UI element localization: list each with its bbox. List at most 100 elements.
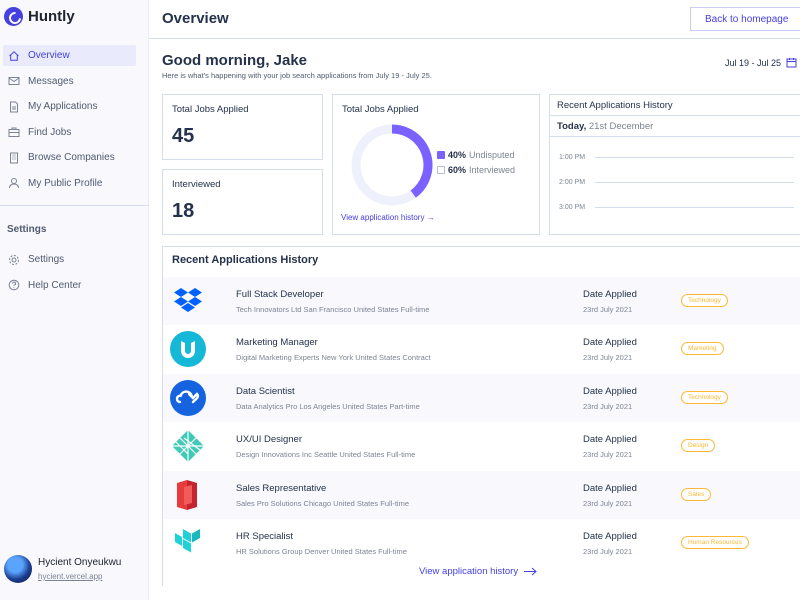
legend-swatch	[437, 166, 445, 174]
nav-label: Browse Companies	[28, 152, 115, 163]
category-tag: Sales	[681, 488, 712, 501]
nav-item-overview[interactable]: Overview	[3, 45, 136, 66]
category-tag: Technology	[681, 294, 728, 307]
dropbox-logo-icon	[170, 283, 206, 319]
nav-item-settings[interactable]: Settings	[3, 249, 136, 270]
cloud-link-logo-icon	[170, 380, 206, 416]
sidebar: Huntly Overview Messages My Applications…	[0, 0, 149, 600]
link-text: View application history	[419, 566, 519, 577]
history-panel: Recent Applications History Today, 21st …	[549, 94, 800, 235]
nav-item-find-jobs[interactable]: Find Jobs	[3, 122, 136, 143]
terraform-logo-icon	[170, 525, 206, 561]
category-tag: Human Resources	[681, 536, 749, 549]
table-row[interactable]: Data Scientist Data Analytics Pro Los An…	[163, 374, 800, 422]
time-label: 2:00 PM	[559, 179, 586, 186]
job-title: Sales Representative	[236, 483, 327, 494]
brand[interactable]: Huntly	[4, 7, 75, 26]
donut-chart	[351, 124, 433, 206]
time-slot: 2:00 PM	[559, 179, 794, 186]
date-value: 23rd July 2021	[583, 402, 633, 411]
building-icon	[10, 152, 18, 163]
donut-slice-interviewed	[351, 124, 416, 206]
profile-link[interactable]: hycient.vercel.app	[38, 572, 103, 581]
red-flag-logo-icon	[170, 477, 206, 513]
back-to-homepage-button[interactable]: Back to homepage	[690, 7, 800, 31]
nav-item-messages[interactable]: Messages	[3, 71, 136, 92]
stat-label: Interviewed	[172, 179, 221, 190]
netlify-logo-icon	[170, 428, 206, 464]
day-bold: Today,	[557, 121, 587, 132]
job-details: Tech Innovators Ltd San Francisco United…	[236, 305, 430, 314]
jobs-applied-chart-card: Total Jobs Applied 40% Undisputed 60% Inte…	[332, 94, 540, 235]
legend-swatch	[437, 151, 445, 159]
job-details: Digital Marketing Experts New York Unite…	[236, 353, 431, 362]
arrow-right-icon	[524, 567, 537, 576]
nav-item-my-applications[interactable]: My Applications	[3, 96, 136, 117]
table-row[interactable]: UX/UI Designer Design Innovations Inc Se…	[163, 422, 800, 470]
greeting-title: Good morning, Jake	[162, 52, 308, 69]
huntly-logo-icon	[4, 7, 23, 26]
mail-icon	[8, 77, 20, 85]
date-range-text: Jul 19 - Jul 25	[725, 57, 782, 68]
date-range-picker[interactable]: Jul 19 - Jul 25	[725, 57, 797, 68]
table-row[interactable]: HR Specialist HR Solutions Group Denver …	[163, 519, 800, 567]
date-label: Date Applied	[583, 483, 637, 494]
job-details: Design Innovations Inc Seattle United St…	[236, 450, 416, 459]
main-nav: Overview Messages My Applications Find J…	[3, 45, 136, 198]
date-label: Date Applied	[583, 337, 637, 348]
nav-item-help-center[interactable]: Help Center	[3, 275, 136, 296]
job-title: UX/UI Designer	[236, 434, 302, 445]
job-title: Data Scientist	[236, 386, 295, 397]
gear-icon	[9, 254, 19, 265]
history-day: Today, 21st December	[550, 115, 800, 137]
stat-value: 18	[172, 200, 195, 222]
nav-item-browse-companies[interactable]: Browse Companies	[3, 147, 136, 168]
date-value: 23rd July 2021	[583, 499, 633, 508]
home-icon	[9, 50, 19, 61]
brand-name: Huntly	[28, 8, 75, 25]
table-row[interactable]: Marketing Manager Digital Marketing Expe…	[163, 325, 800, 373]
view-all-applications-link[interactable]: View application history	[419, 566, 537, 577]
link-text: View application history	[341, 213, 425, 222]
date-label: Date Applied	[583, 289, 637, 300]
date-value: 23rd July 2021	[583, 305, 633, 314]
time-label: 3:00 PM	[559, 204, 586, 211]
document-icon	[10, 101, 18, 112]
date-label: Date Applied	[583, 531, 637, 542]
job-title: Marketing Manager	[236, 337, 318, 348]
arrow-right-icon: →	[426, 213, 435, 222]
table-row[interactable]: Sales Representative Sales Pro Solutions…	[163, 471, 800, 519]
udacity-logo-icon	[170, 331, 206, 367]
category-tag: Marketing	[681, 342, 724, 355]
settings-nav: Settings Help Center	[3, 249, 136, 300]
interviewed-card: Interviewed 18	[162, 169, 323, 235]
settings-section-title: Settings	[7, 224, 47, 235]
date-value: 23rd July 2021	[583, 547, 633, 556]
date-label: Date Applied	[583, 434, 637, 445]
nav-label: Help Center	[28, 279, 82, 291]
stat-label: Total Jobs Applied	[172, 104, 249, 115]
nav-label: My Public Profile	[28, 177, 103, 189]
legend-pct: 40%	[448, 150, 467, 160]
table-row[interactable]: Full Stack Developer Tech Innovators Ltd…	[163, 277, 800, 325]
view-application-history-link[interactable]: View application history →	[341, 213, 435, 222]
job-details: Data Analytics Pro Los Angeles United St…	[236, 402, 420, 411]
date-value: 23rd July 2021	[583, 450, 633, 459]
user-profile[interactable]: Hycient Onyeukwu hycient.vercel.app	[4, 555, 121, 583]
nav-item-my-public-profile[interactable]: My Public Profile	[3, 173, 136, 194]
top-header: Overview Back to homepage	[149, 0, 800, 39]
calendar-icon	[786, 58, 797, 68]
category-tag: Technology	[681, 391, 728, 404]
legend-label: Interviewed	[469, 165, 516, 175]
nav-label: Overview	[28, 50, 70, 61]
donut-slice-undisputed	[391, 124, 433, 198]
recent-applications-card: Recent Applications History Full Stack D…	[162, 246, 800, 586]
legend-item-undisputed: 40% Undisputed	[437, 150, 515, 160]
legend-item-interviewed: 60% Interviewed	[437, 165, 515, 175]
total-jobs-applied-card: Total Jobs Applied 45	[162, 94, 323, 160]
user-icon	[9, 178, 19, 189]
time-line	[595, 207, 794, 208]
time-slot: 1:00 PM	[559, 154, 794, 161]
greeting-subtitle: Here is what's happening with your job s…	[162, 71, 432, 80]
job-title: Full Stack Developer	[236, 289, 324, 300]
